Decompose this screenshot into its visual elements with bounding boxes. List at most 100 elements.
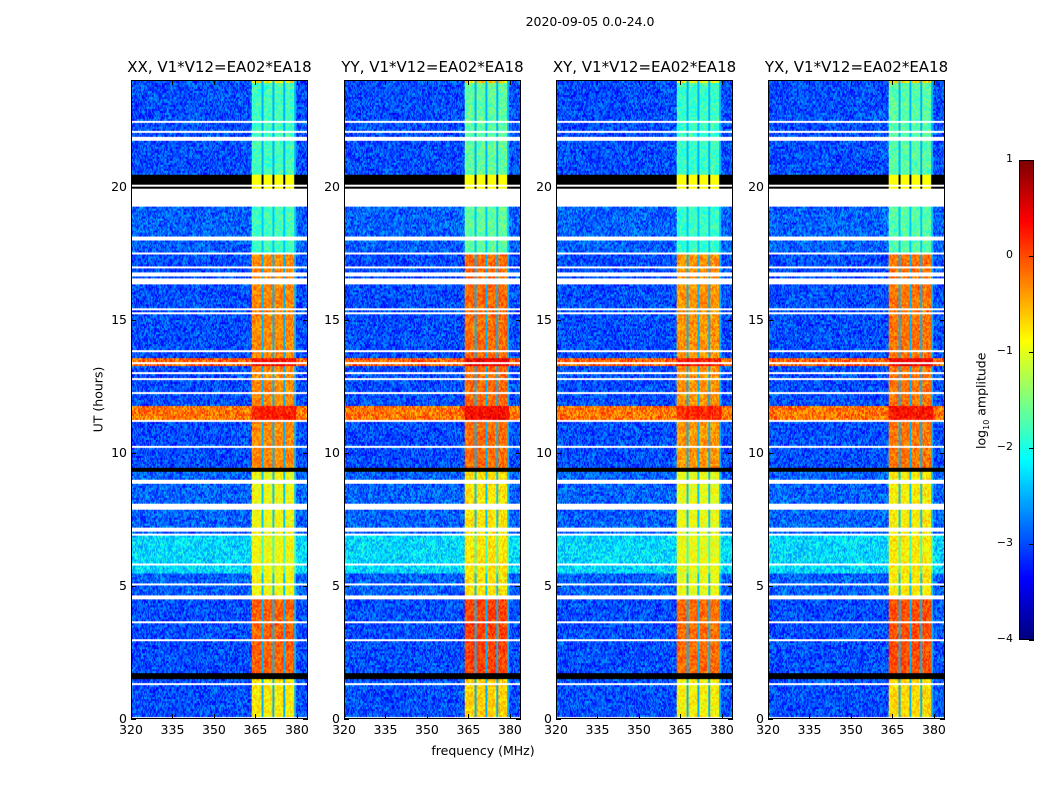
panel-title: YX, V1*V12=EA02*EA18 xyxy=(764,58,949,76)
x-tick-label: 335 xyxy=(160,722,185,737)
x-tick-label: 365 xyxy=(668,722,693,737)
x-tick-label: 320 xyxy=(544,722,568,737)
y-tick-mark xyxy=(516,452,521,454)
colorbar-tick-mark xyxy=(1029,544,1034,545)
y-tick-mark xyxy=(728,319,733,321)
colorbar-tick-label: 1 xyxy=(1006,152,1013,165)
x-tick-label: 380 xyxy=(922,722,946,737)
x-tick-mark xyxy=(344,80,345,85)
y-tick-mark xyxy=(556,585,561,587)
y-tick-label: 5 xyxy=(544,577,552,593)
y-tick-label: 10 xyxy=(536,444,552,460)
x-tick-mark xyxy=(809,80,811,85)
figure-title: 2020-09-05 0.0-24.0 xyxy=(525,14,655,29)
y-tick-label: 0 xyxy=(332,711,340,726)
x-tick-label: 365 xyxy=(243,722,268,737)
y-tick-mark xyxy=(344,719,349,720)
x-tick-mark xyxy=(131,80,132,85)
x-tick-mark xyxy=(296,80,298,85)
x-tick-mark xyxy=(426,80,428,85)
heatmap-image xyxy=(557,81,732,718)
y-tick-mark xyxy=(556,319,561,321)
colorbar-tick-label: −4 xyxy=(996,632,1013,645)
y-tick-mark xyxy=(940,186,945,188)
y-tick-label: 0 xyxy=(544,711,552,726)
colorbar-tick-mark xyxy=(1029,256,1034,257)
x-tick-label: 380 xyxy=(710,722,734,737)
y-tick-mark xyxy=(556,186,561,188)
y-tick-label: 10 xyxy=(324,444,340,460)
x-tick-label: 320 xyxy=(332,722,356,737)
y-tick-mark xyxy=(303,319,308,321)
x-tick-mark xyxy=(850,714,852,719)
y-tick-mark xyxy=(303,585,308,587)
x-tick-mark xyxy=(638,714,640,719)
y-tick-mark xyxy=(728,452,733,454)
heatmap-image xyxy=(132,81,307,718)
y-tick-label: 15 xyxy=(111,311,127,327)
x-tick-mark xyxy=(556,80,557,85)
x-tick-mark xyxy=(680,80,682,85)
colorbar-tick-label: −2 xyxy=(996,440,1013,453)
x-tick-mark xyxy=(768,714,769,719)
y-tick-mark xyxy=(728,719,733,720)
y-tick-label: 5 xyxy=(332,577,340,593)
x-tick-mark xyxy=(721,80,723,85)
y-tick-mark xyxy=(940,585,945,587)
y-tick-mark xyxy=(940,319,945,321)
y-tick-mark xyxy=(131,719,136,720)
x-tick-label: 380 xyxy=(285,722,309,737)
x-tick-label: 365 xyxy=(456,722,481,737)
colorbar xyxy=(1019,160,1034,640)
x-tick-mark xyxy=(721,714,723,719)
y-tick-label: 0 xyxy=(756,711,764,726)
x-tick-label: 350 xyxy=(415,722,439,737)
x-tick-mark xyxy=(172,80,174,85)
y-tick-mark xyxy=(131,186,136,188)
y-tick-mark xyxy=(768,585,773,587)
colorbar-tick-mark xyxy=(1029,160,1034,161)
x-tick-mark xyxy=(385,714,387,719)
panel-title: YY, V1*V12=EA02*EA18 xyxy=(341,58,524,76)
x-tick-mark xyxy=(556,714,557,719)
y-tick-label: 20 xyxy=(111,178,127,194)
y-tick-label: 20 xyxy=(748,178,764,194)
x-tick-mark xyxy=(768,80,769,85)
x-tick-mark xyxy=(131,714,132,719)
x-tick-mark xyxy=(597,80,599,85)
colorbar-tick-mark xyxy=(1029,448,1034,449)
panel-title: XX, V1*V12=EA02*EA18 xyxy=(127,58,312,76)
y-tick-mark xyxy=(728,186,733,188)
y-tick-label: 15 xyxy=(324,311,340,327)
x-tick-mark xyxy=(255,714,257,719)
y-tick-mark xyxy=(556,719,561,720)
x-tick-label: 365 xyxy=(880,722,905,737)
y-tick-label: 5 xyxy=(119,577,127,593)
x-tick-mark xyxy=(892,714,894,719)
y-tick-mark xyxy=(516,186,521,188)
x-tick-mark xyxy=(213,80,215,85)
x-tick-mark xyxy=(892,80,894,85)
y-axis-label: UT (hours) xyxy=(90,366,106,433)
x-tick-mark xyxy=(468,714,470,719)
y-tick-mark xyxy=(940,452,945,454)
x-tick-mark xyxy=(850,80,852,85)
y-tick-mark xyxy=(344,585,349,587)
x-tick-label: 350 xyxy=(202,722,226,737)
heatmap-image xyxy=(345,81,520,718)
x-tick-label: 335 xyxy=(797,722,822,737)
heatmap-panel xyxy=(556,80,733,719)
x-tick-mark xyxy=(385,80,387,85)
x-tick-mark xyxy=(344,714,345,719)
x-tick-mark xyxy=(680,714,682,719)
y-tick-label: 5 xyxy=(756,577,764,593)
x-tick-mark xyxy=(426,714,428,719)
colorbar-label-rest: amplitude xyxy=(973,352,989,420)
y-tick-mark xyxy=(556,452,561,454)
y-tick-label: 20 xyxy=(324,178,340,194)
x-tick-mark xyxy=(255,80,257,85)
y-tick-mark xyxy=(131,585,136,587)
colorbar-tick-label: −3 xyxy=(996,536,1013,549)
y-tick-label: 15 xyxy=(536,311,552,327)
